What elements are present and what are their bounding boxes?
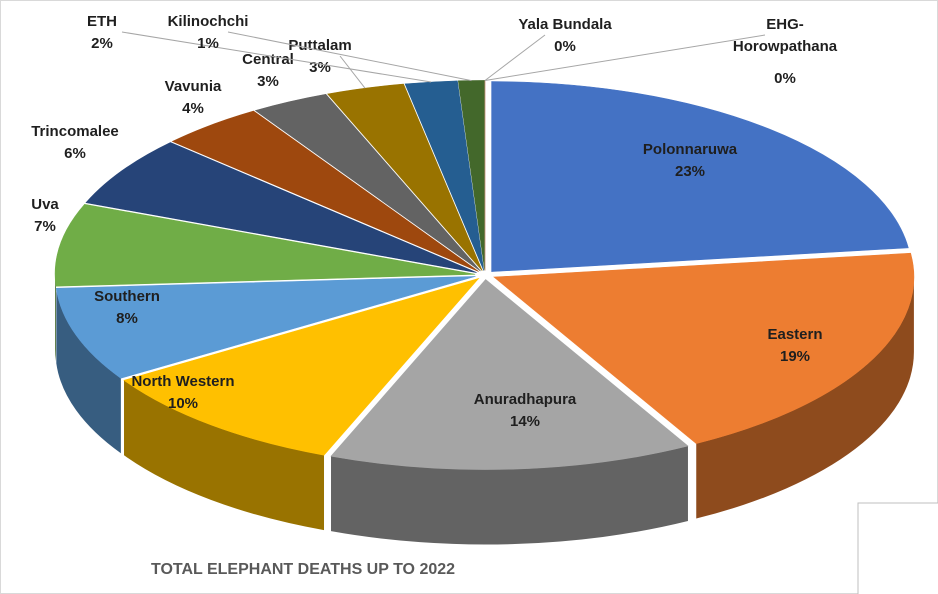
slice-value-label: 4% xyxy=(182,100,204,117)
slice-label: Kilinochchi xyxy=(168,13,249,30)
slice-label: Eastern xyxy=(767,326,822,343)
slice-label: Polonnaruwa xyxy=(643,141,738,158)
slice-value-label: 1% xyxy=(197,35,219,52)
slice-label: Southern xyxy=(94,288,160,305)
slice xyxy=(123,277,480,456)
slice-value-label: 10% xyxy=(168,395,198,412)
labels: Polonnaruwa 23% Eastern 19% Anuradhapura 14% N… xyxy=(31,13,838,430)
slice-side xyxy=(696,277,914,519)
leader-line xyxy=(484,34,546,81)
pie-sides xyxy=(55,274,914,545)
slice xyxy=(327,83,483,271)
slice-value-label: 7% xyxy=(34,218,56,235)
chart-title: TOTAL ELEPHANT DEATHS UP TO 2022 xyxy=(151,561,455,578)
slice xyxy=(457,80,485,271)
pie-tops xyxy=(54,80,915,470)
leader-line xyxy=(121,31,432,83)
slice xyxy=(493,252,915,444)
slice-label: North Western xyxy=(131,373,234,390)
slice xyxy=(85,142,477,273)
slice-label: Central xyxy=(242,51,294,68)
slice-label: Yala Bundala xyxy=(518,16,612,33)
slice-value-label: 6% xyxy=(64,145,86,162)
slice-value-label: 23% xyxy=(675,163,705,180)
slice xyxy=(491,81,909,272)
slice-label: ETH xyxy=(87,13,117,30)
slice xyxy=(330,279,689,470)
slice-label: Anuradhapura xyxy=(474,391,577,408)
leader-line xyxy=(484,34,766,81)
slice-side xyxy=(124,380,325,531)
slice xyxy=(55,276,476,379)
slice-label: Trincomalee xyxy=(31,123,119,140)
slice-value-label: 8% xyxy=(116,310,138,327)
slice-value-label: 0% xyxy=(554,38,576,55)
slice-side xyxy=(55,274,56,362)
slice-label: Uva xyxy=(31,196,59,213)
slice-value-label: 3% xyxy=(257,73,279,90)
slice-value-label: 19% xyxy=(780,348,810,365)
slice-value-label: 2% xyxy=(91,35,113,52)
slice xyxy=(404,80,485,271)
legend-box xyxy=(857,502,938,594)
slice-label: Vavunia xyxy=(165,78,222,95)
slice xyxy=(54,204,476,287)
leader-line xyxy=(339,55,366,89)
slice-label: Puttalam xyxy=(288,37,351,54)
leader-line xyxy=(227,31,472,82)
slice-label: EHG-Horowpathana xyxy=(733,16,838,55)
slice-value-label: 3% xyxy=(309,59,331,76)
slice-value-label: 0% xyxy=(774,70,796,87)
slice-side xyxy=(331,446,688,545)
slice xyxy=(171,110,479,272)
slice-side xyxy=(56,288,121,454)
slice xyxy=(254,93,481,272)
slice-value-label: 14% xyxy=(510,413,540,430)
